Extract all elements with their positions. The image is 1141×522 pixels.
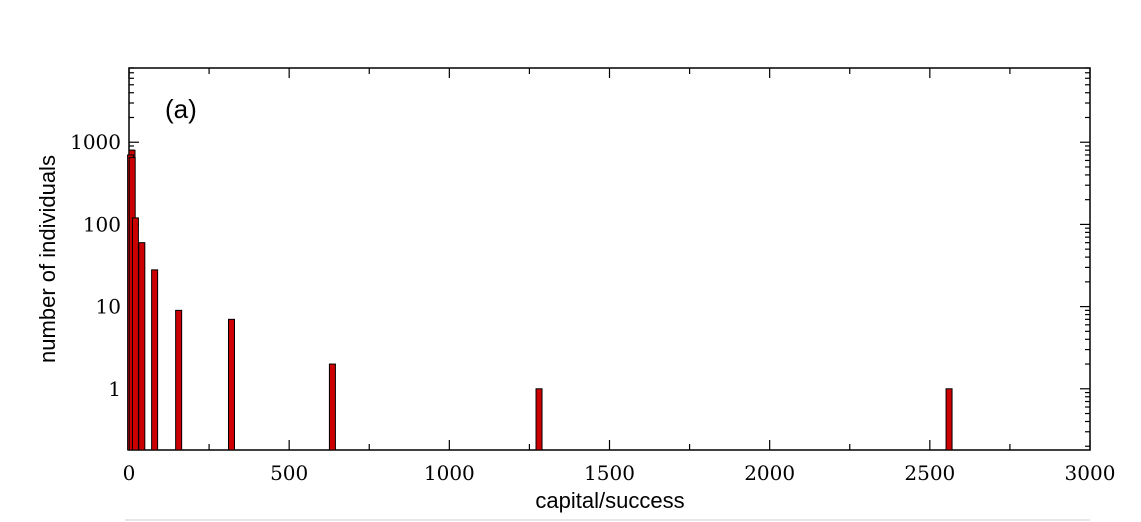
x-tick-label: 500	[270, 461, 308, 485]
panel-label: (a)	[165, 94, 197, 124]
y-tick-labels: 1 10 100 1000	[70, 130, 121, 401]
bar	[175, 309, 183, 451]
bar	[228, 318, 236, 451]
y-tick-label: 1	[108, 377, 121, 401]
x-tick-label: 1500	[584, 461, 635, 485]
bar	[328, 363, 336, 451]
x-tick-label: 2500	[904, 461, 955, 485]
y-axis-label: number of individuals	[35, 155, 60, 363]
x-tick-labels: 0 500 1000 1500 2000 2500 3000	[123, 461, 1116, 485]
bar	[945, 388, 953, 451]
x-tick-label: 0	[123, 461, 136, 485]
bars	[127, 149, 953, 451]
bar	[138, 242, 146, 451]
x-axis-label: capital/success	[535, 488, 684, 513]
x-tick-label: 2000	[744, 461, 795, 485]
y-tick-label: 10	[96, 295, 121, 319]
y-tick-label: 100	[83, 212, 121, 236]
bar	[151, 269, 159, 451]
x-tick-label: 1000	[424, 461, 475, 485]
bar	[131, 217, 139, 451]
bar	[535, 388, 543, 451]
x-tick-label: 3000	[1065, 461, 1116, 485]
y-tick-label: 1000	[70, 130, 121, 154]
